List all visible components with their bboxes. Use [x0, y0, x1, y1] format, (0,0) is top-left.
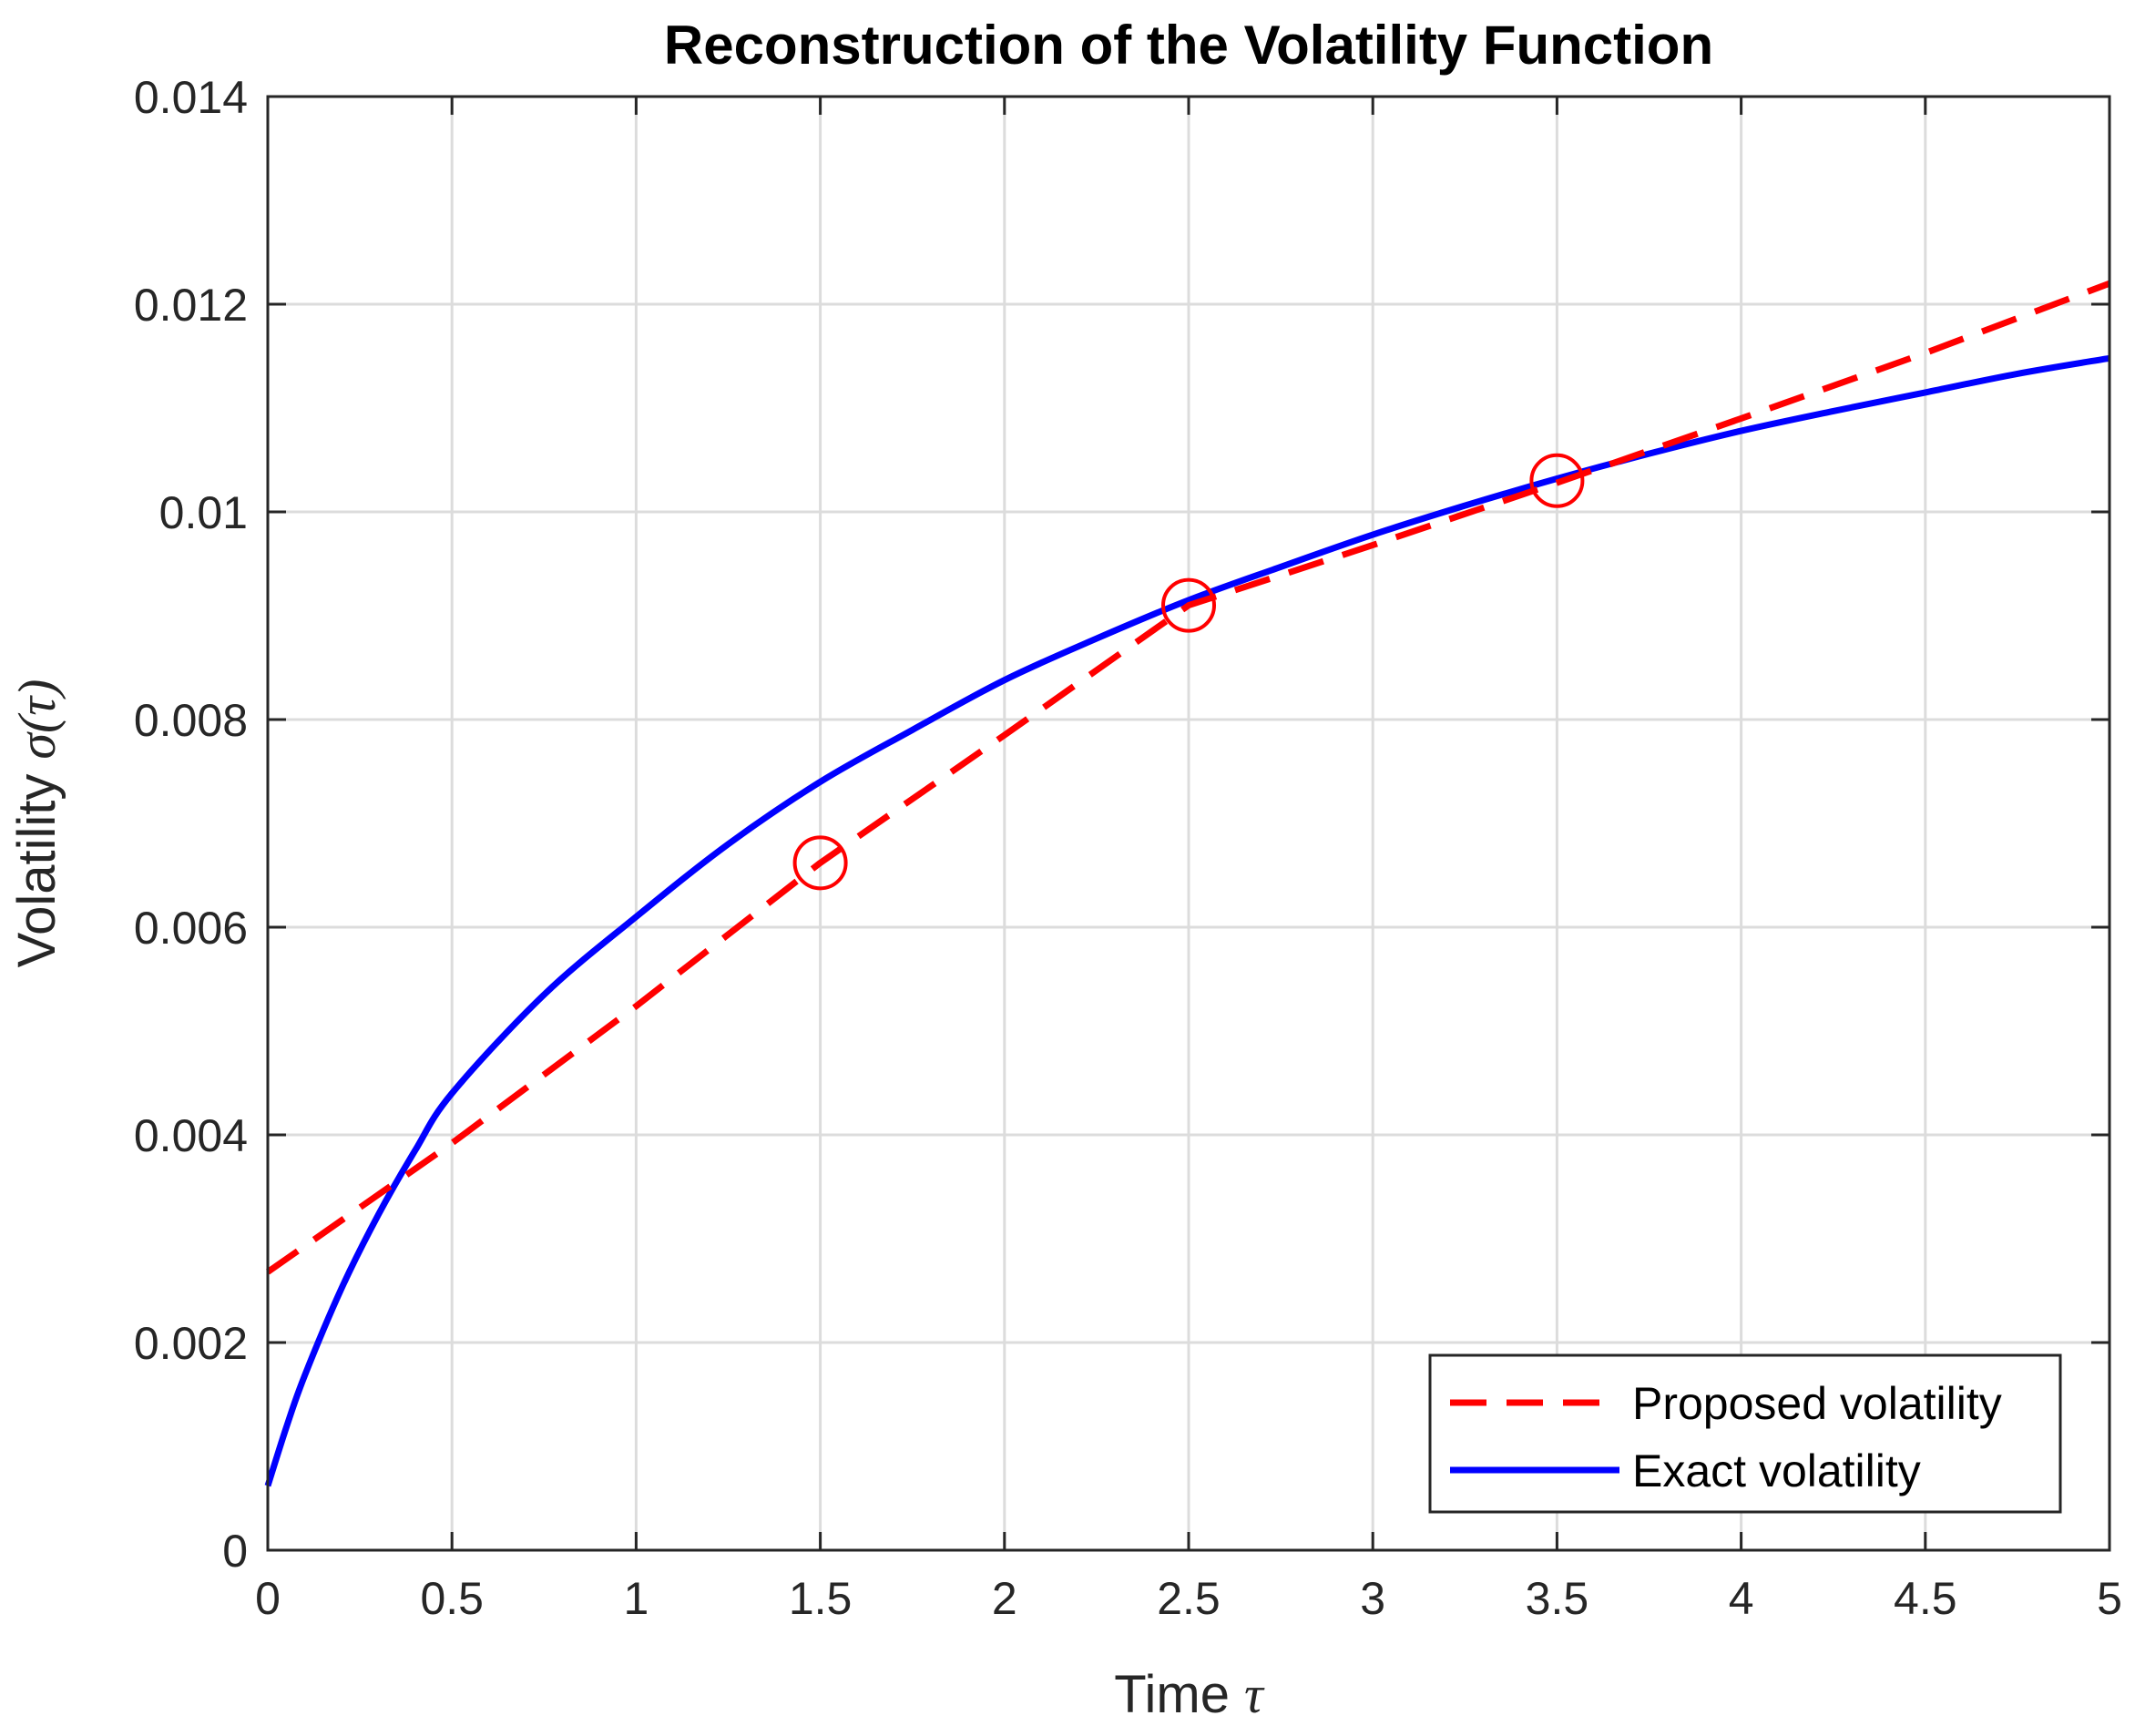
x-tick-label: 0 — [255, 1573, 281, 1624]
x-tick-label: 2 — [992, 1573, 1017, 1624]
x-tick-label: 3.5 — [1526, 1573, 1589, 1624]
data-point-marker — [792, 835, 848, 891]
x-tick-label: 1.5 — [789, 1573, 853, 1624]
legend-label-exact: Exact volatility — [1632, 1445, 1921, 1496]
x-axis-ticks: 0 0.5 1 1.5 2 2.5 3 3.5 4 4.5 5 — [255, 97, 2122, 1624]
x-tick-label: 3 — [1360, 1573, 1385, 1624]
x-axis-title: Time τ — [1114, 1665, 1265, 1724]
x-tick-label: 1 — [623, 1573, 649, 1624]
x-axis-title-symbol: τ — [1244, 1665, 1265, 1724]
series-proposed-volatility — [265, 280, 2111, 1275]
y-tick-label: 0.01 — [159, 487, 248, 538]
legend: Proposed volatility Exact volatility — [1428, 1353, 2062, 1514]
y-tick-label: 0.008 — [134, 695, 248, 746]
data-point-marker — [1161, 577, 1216, 633]
y-tick-label: 0.002 — [134, 1318, 248, 1369]
y-axis-title: Volatility σ(τ) — [7, 679, 66, 968]
y-tick-label: 0 — [222, 1526, 248, 1577]
y-axis-title-symbol: σ(τ) — [7, 679, 66, 760]
data-point-marker — [1529, 453, 1585, 508]
data-markers — [792, 453, 1585, 891]
y-axis-ticks: 0 0.002 0.004 0.006 0.008 0.01 0.012 0.014 — [134, 72, 2109, 1577]
chart-title: Reconstruction of the Volatility Functio… — [664, 15, 1713, 76]
x-tick-label: 4 — [1729, 1573, 1754, 1624]
legend-box — [1428, 1353, 2062, 1514]
y-tick-label: 0.012 — [134, 280, 248, 331]
y-axis-title-prefix: Volatility — [7, 774, 66, 968]
series-lines — [264, 280, 2111, 1487]
legend-label-proposed: Proposed volatility — [1632, 1378, 2002, 1429]
y-tick-label: 0.006 — [134, 903, 248, 954]
x-tick-label: 0.5 — [420, 1573, 484, 1624]
x-axis-title-prefix: Time — [1114, 1665, 1230, 1724]
y-tick-label: 0.004 — [134, 1110, 248, 1161]
x-tick-label: 4.5 — [1894, 1573, 1957, 1624]
x-tick-label: 5 — [2097, 1573, 2122, 1624]
series-exact-volatility — [264, 354, 2110, 1487]
y-tick-label: 0.014 — [134, 72, 248, 123]
x-tick-label: 2.5 — [1157, 1573, 1221, 1624]
